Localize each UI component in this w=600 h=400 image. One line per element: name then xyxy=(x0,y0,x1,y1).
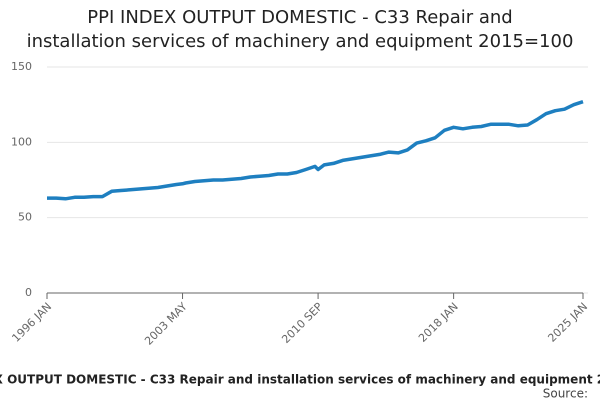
y-tick-label: 50 xyxy=(18,211,32,224)
x-tick-label: 1996 JAN xyxy=(9,300,54,345)
y-tick-label: 100 xyxy=(11,135,32,148)
y-tick-label: 150 xyxy=(11,60,32,73)
x-tick-label: 2010 SEP xyxy=(279,300,325,346)
chart-title: PPI INDEX OUTPUT DOMESTIC - C33 Repair a… xyxy=(27,7,574,52)
caption: PPI INDEX OUTPUT DOMESTIC - C33 Repair a… xyxy=(0,373,600,387)
x-tick-label: 2018 JAN xyxy=(416,300,461,345)
line xyxy=(47,100,584,201)
x-tick-label: 2003 MAY xyxy=(142,300,190,348)
source: Source: xyxy=(543,387,588,400)
x-tick-label: 2025 JAN xyxy=(545,300,590,345)
y-tick-label: 0 xyxy=(25,286,32,299)
